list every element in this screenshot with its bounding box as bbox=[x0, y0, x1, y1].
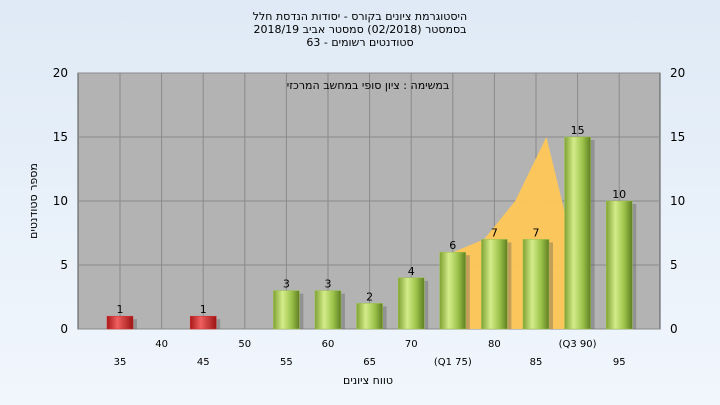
bar-value-label: 2 bbox=[366, 290, 373, 303]
x-tick-label: 95 bbox=[613, 357, 626, 368]
y-tick-left: 10 bbox=[53, 194, 68, 208]
bar-value-label: 15 bbox=[571, 124, 585, 137]
bar bbox=[440, 252, 466, 329]
bar bbox=[273, 291, 299, 329]
bar-value-label: 10 bbox=[612, 188, 626, 201]
bar-value-label: 7 bbox=[491, 226, 498, 239]
y-tick-right: 15 bbox=[670, 130, 685, 144]
bar bbox=[107, 316, 133, 329]
title-line-1: היסטוגרמת ציונים בקורס - יסודות הנדסת חל… bbox=[253, 10, 467, 23]
bar bbox=[315, 291, 341, 329]
x-tick-label: 70 bbox=[405, 339, 418, 350]
x-tick-label: 80 bbox=[488, 339, 501, 350]
x-tick-label: 60 bbox=[322, 339, 335, 350]
x-tick-label: 35 bbox=[114, 357, 127, 368]
y-tick-right: 5 bbox=[670, 258, 678, 272]
bar-value-label: 4 bbox=[408, 265, 415, 278]
x-tick-label: (Q3 90) bbox=[559, 339, 597, 350]
bar bbox=[357, 303, 383, 329]
y-axis-label: מספר סטודנטים bbox=[27, 163, 40, 239]
bar bbox=[523, 239, 549, 329]
x-ticks: 35 40 45 50 55 60 65 70 (Q1 75) 80 85 (Q3 90) 95 bbox=[114, 339, 626, 368]
bar bbox=[481, 239, 507, 329]
x-tick-label: 40 bbox=[155, 339, 168, 350]
x-tick-label: (Q1 75) bbox=[434, 357, 472, 368]
bar-value-label: 1 bbox=[200, 303, 207, 316]
y-tick-left: 15 bbox=[53, 130, 68, 144]
title-line-2: בסמסטר (02/2018) סמסטר אביב 2018/19 bbox=[253, 23, 466, 36]
x-tick-label: 85 bbox=[530, 357, 543, 368]
chart-title: היסטוגרמת ציונים בקורס - יסודות הנדסת חל… bbox=[253, 10, 467, 49]
y-tick-right: 0 bbox=[670, 322, 678, 336]
x-axis-label: טווח ציונים bbox=[343, 374, 393, 387]
title-line-3: סטודנטים רשומים - 63 bbox=[306, 36, 413, 49]
x-tick-label: 65 bbox=[363, 357, 376, 368]
bar bbox=[190, 316, 216, 329]
bar-value-label: 3 bbox=[283, 278, 290, 291]
y-tick-left: 20 bbox=[53, 66, 68, 80]
x-tick-label: 50 bbox=[238, 339, 251, 350]
y-tick-right: 20 bbox=[670, 66, 685, 80]
x-tick-label: 55 bbox=[280, 357, 293, 368]
y-tick-left: 0 bbox=[60, 322, 68, 336]
bar-value-label: 1 bbox=[117, 303, 124, 316]
bar-value-label: 6 bbox=[449, 239, 456, 252]
y-tick-left: 5 bbox=[60, 258, 68, 272]
bar bbox=[565, 137, 591, 329]
chart-subtitle: במשימה : ציון סופי במחשב המרכזי bbox=[287, 79, 450, 92]
y-tick-right: 10 bbox=[670, 194, 685, 208]
bar-value-label: 3 bbox=[325, 278, 332, 291]
bar-value-label: 7 bbox=[533, 226, 540, 239]
bar bbox=[606, 201, 632, 329]
x-tick-label: 45 bbox=[197, 357, 210, 368]
bar bbox=[398, 278, 424, 329]
